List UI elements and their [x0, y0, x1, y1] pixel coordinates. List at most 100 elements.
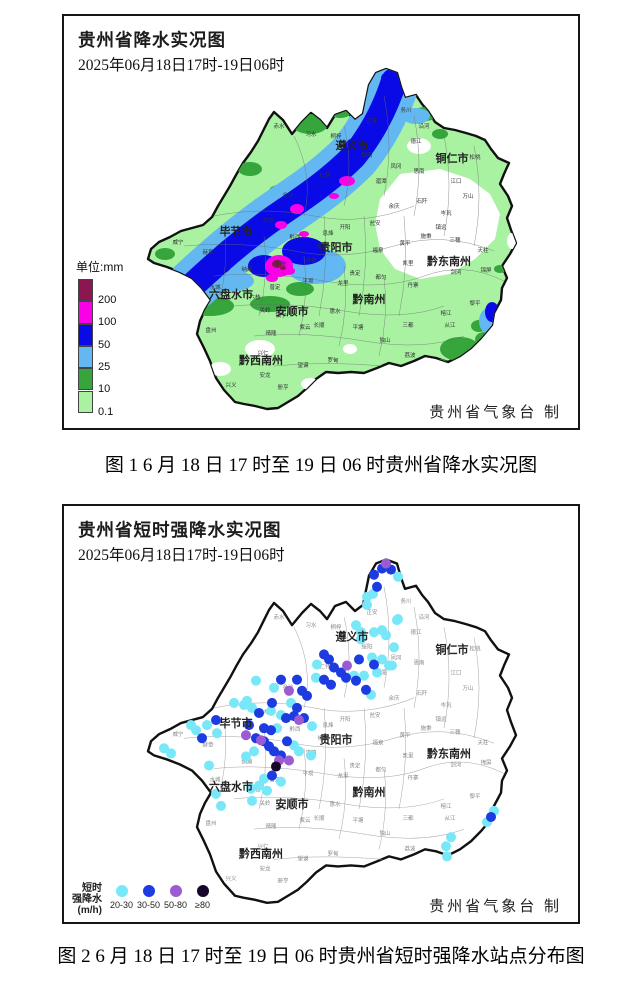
county-label: 平坝: [303, 770, 314, 778]
county-label: 剑河: [451, 760, 462, 768]
legend-value: 10: [98, 383, 111, 396]
county-label: 丹寨: [407, 281, 419, 289]
county-label: 德江: [410, 137, 422, 145]
county-label: 凯里: [402, 259, 414, 267]
county-label: 福泉: [372, 246, 384, 254]
county-label: 安龙: [260, 864, 271, 872]
station-dot: [362, 599, 372, 610]
city-label: 黔西南州: [239, 353, 283, 367]
station-dot: [294, 715, 304, 726]
station-dot: [341, 672, 351, 683]
county-label: 松桃: [470, 644, 481, 652]
station-dot: [282, 736, 292, 747]
legend-swatch: [78, 279, 93, 302]
legend-swatch: [78, 323, 93, 346]
station-dot: [389, 642, 399, 653]
county-label: 正安: [367, 608, 378, 616]
county-label: 瓮安: [369, 219, 381, 227]
station-dot: [381, 630, 391, 641]
county-label: 望谟: [297, 361, 309, 369]
county-label: 兴义: [225, 381, 237, 389]
city-label: 贵阳市: [320, 240, 353, 254]
county-label: 锦屏: [480, 266, 492, 274]
county-label: 紫云: [299, 324, 311, 331]
figure1-title: 贵州省降水实况图: [78, 30, 226, 50]
county-label: 大方: [262, 216, 274, 224]
station-dot: [216, 800, 226, 811]
county-label: 清镇: [305, 256, 317, 264]
city-label: 黔西南州: [239, 846, 283, 860]
county-label: 石阡: [416, 197, 428, 205]
county-label: 贵定: [349, 269, 361, 277]
city-label: 毕节市: [220, 224, 253, 238]
station-dot: [251, 675, 261, 686]
figure1-precipitation-map: 赤水 习水 桐梓 正安 务川 沿河 德江 思南 凤冈 湄潭 石阡 余庆 松桃 江口 万山 岑巩 镇远 三穗 天柱 黄平…: [62, 14, 580, 430]
county-label: 晴隆: [265, 329, 277, 337]
figure2-station-map: 赤水习水桐梓正安务川沿河德江思南凤冈湄潭石阡余庆松桃江口万山岑巩镇远三穗天柱黄平…: [62, 504, 580, 924]
legend-class-label: 50-80: [163, 900, 188, 910]
precip-legend: 单位:mm 200 100 50 25 10 0.1: [76, 258, 150, 418]
county-label: 施秉: [420, 232, 432, 240]
county-label: 正安: [366, 117, 378, 125]
county-label: 长顺: [313, 321, 325, 329]
county-label: 册亨: [278, 877, 289, 885]
county-label: 余庆: [389, 694, 400, 702]
county-label: 望谟: [298, 854, 309, 862]
figure2-caption: 图 2 6 月 18 日 17 时至 19 日 06 时贵州省短时强降水站点分布…: [57, 946, 585, 967]
station-dot: [281, 712, 291, 724]
station-dot: [229, 697, 239, 708]
county-label: 湄潭: [375, 177, 387, 185]
county-label: 纳雍: [241, 265, 253, 273]
county-label: 赤水: [274, 613, 285, 621]
station-dot: [377, 654, 387, 665]
station-dot: [442, 851, 452, 862]
legend-class-dot: [169, 885, 182, 897]
county-label: 绥阳: [361, 151, 372, 159]
county-label: 平塘: [353, 816, 364, 824]
county-label: 关岭: [259, 306, 271, 314]
county-label: 长顺: [314, 814, 325, 822]
legend-value: 200: [98, 294, 117, 306]
station-dot: [241, 730, 251, 741]
county-label: 沿河: [419, 613, 430, 621]
station-dot: [356, 627, 366, 638]
county-label: 荔波: [404, 351, 416, 359]
city-label: 黔南州: [353, 292, 386, 306]
county-label: 习水: [306, 621, 317, 629]
county-label: 天柱: [478, 738, 489, 746]
city-label: 铜仁市: [435, 151, 469, 165]
city-label: 铜仁市: [435, 642, 469, 656]
station-dot: [239, 699, 249, 710]
legend-swatch: [78, 345, 93, 369]
county-label: 紫云: [300, 817, 311, 824]
station-dot: [356, 634, 366, 645]
figure2-attribution: 贵州省气象台 制: [429, 899, 562, 915]
county-label: 榕江: [440, 309, 452, 317]
legend-class-label: ≥80: [195, 900, 210, 910]
legend-value: 50: [98, 338, 111, 351]
county-label: 镇远: [436, 715, 447, 723]
station-dot: [369, 627, 379, 638]
legend-swatch: [78, 390, 93, 413]
county-label: 凯里: [403, 751, 414, 759]
legend-value: 25: [98, 360, 111, 373]
station-dot: [212, 728, 222, 739]
city-label: 遵义市: [336, 629, 369, 643]
station-dot: [269, 682, 279, 693]
county-label: 独山: [380, 829, 391, 837]
county-label: 息烽: [322, 229, 334, 237]
county-label: 德江: [411, 628, 422, 636]
county-label: 锦屏: [481, 758, 492, 766]
county-label: 江口: [450, 178, 461, 185]
county-label: 安龙: [259, 371, 271, 379]
station-dot: [359, 670, 369, 681]
county-label: 凤冈: [391, 654, 402, 661]
county-label: 从江: [444, 322, 456, 329]
station-dot: [372, 581, 382, 592]
station-dot: [254, 780, 264, 791]
station-legend: 短时 强降水 (m/h) 20-30 30-50 50-80 ≥80: [72, 881, 216, 916]
station-dot: [387, 660, 397, 671]
legend-value: 0.1: [98, 405, 114, 418]
station-dot: [241, 751, 251, 762]
